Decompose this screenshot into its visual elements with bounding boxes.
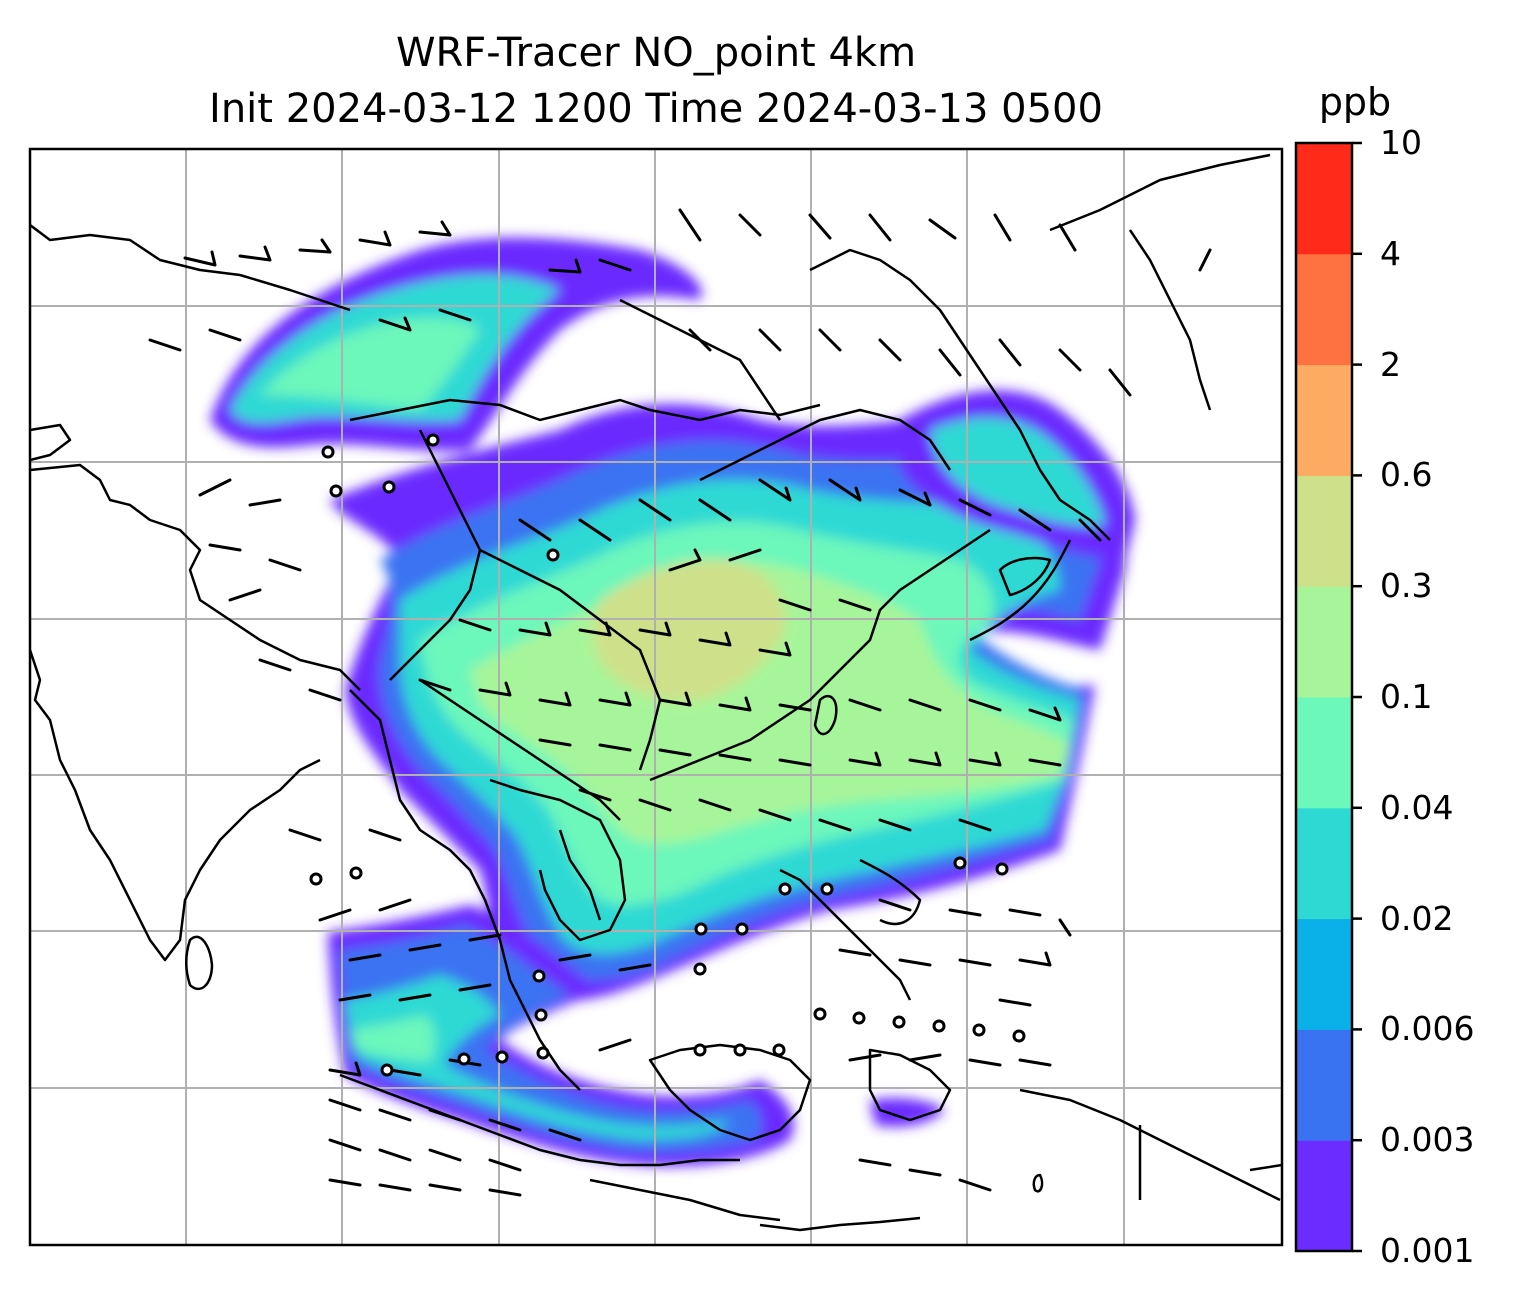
colorbar-tick-label: 0.6 [1380,455,1433,495]
plume-main-core [592,559,786,701]
colorbar-tick-label: 2 [1380,344,1401,384]
colorbar-tick-label: 10 [1380,123,1422,162]
colorbar-tick-label: 0.006 [1380,1009,1475,1049]
colorbar [1296,141,1362,1253]
colorbar-tick-label: 0.04 [1380,787,1454,827]
map-title-line2: Init 2024-03-12 1200 Time 2024-03-13 050… [209,86,1103,132]
colorbar-segment [1296,586,1352,698]
colorbar-segment [1296,143,1352,255]
colorbar-tick-label: 0.001 [1380,1231,1475,1270]
map-frame [28,147,1284,1247]
colorbar-segment [1296,253,1352,366]
colorbar-segment [1296,1029,1352,1141]
borders [349,298,821,921]
colorbar-segment [1296,697,1352,809]
gridlines [30,149,1282,1245]
colorbar-tick-label: 0.3 [1380,566,1433,606]
colorbar-segment [1296,364,1352,476]
colorbar-segment [1296,1140,1352,1252]
colorbar-tick-label: 0.02 [1380,898,1454,938]
coastlines [30,153,1282,1232]
map-title-line1: WRF-Tracer NO_point 4km [395,30,917,76]
colorbar-tick-label: 0.1 [1380,677,1433,716]
plume-ne-band-inner [930,417,1105,526]
plume-south-band-mint [350,1015,435,1062]
plume-upper-band-core [260,318,480,410]
calm-markers [309,433,1026,1077]
plume-south-band-cyan [345,975,730,1140]
colorbar-tick-label: 0.003 [1380,1120,1475,1160]
plume-east-indonesia [870,1098,945,1127]
colorbar-frame [1294,141,1354,1253]
colorbar-segment [1296,807,1352,920]
colorbar-tick-label: 4 [1380,233,1401,273]
wind-barbs [148,208,1212,1197]
colorbar-unit-label: ppb [1318,80,1392,124]
colorbar-segment [1296,475,1352,587]
colorbar-segment [1296,918,1352,1030]
